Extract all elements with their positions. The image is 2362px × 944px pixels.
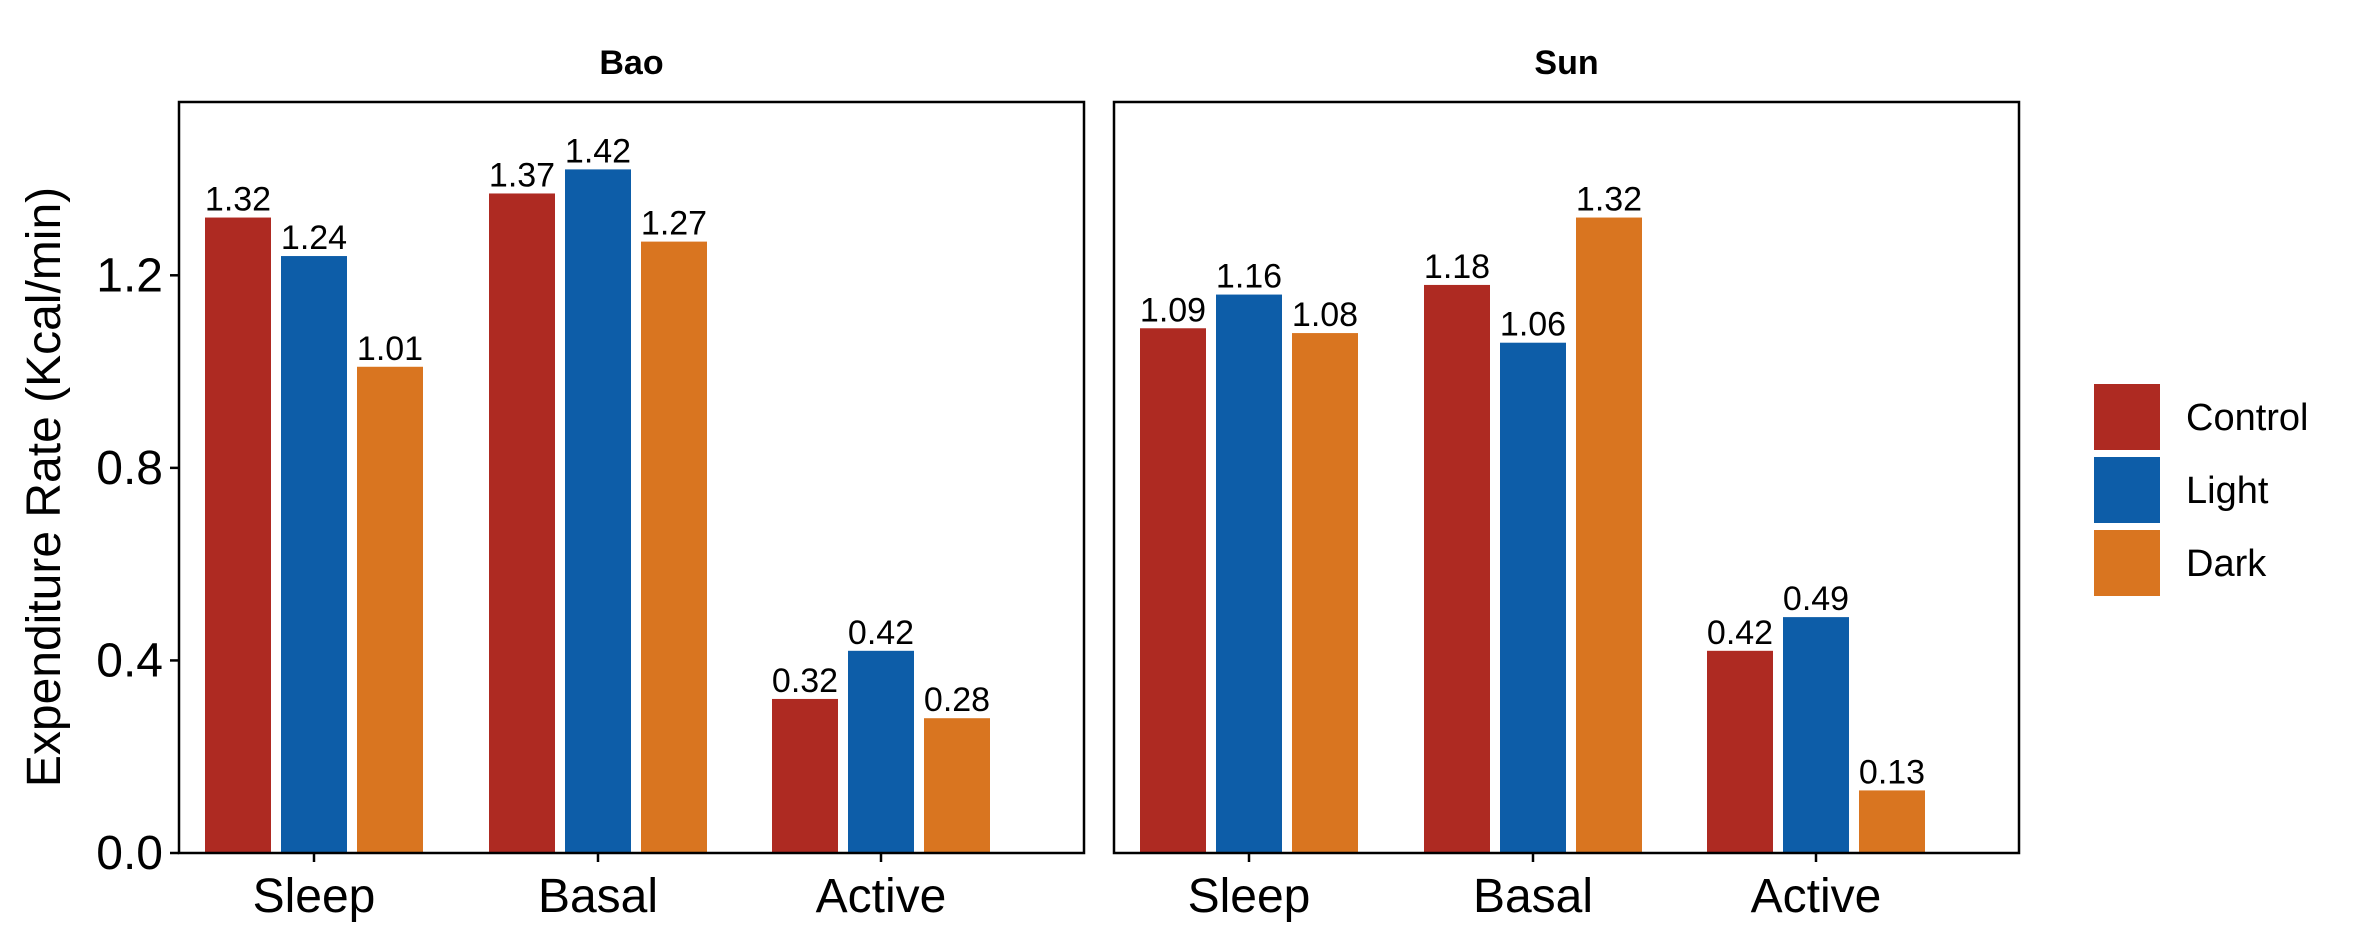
x-tick-label: Sleep (1188, 870, 1311, 923)
legend: Control Light Dark (2094, 384, 2309, 596)
legend-label: Dark (2186, 543, 2267, 585)
bar-light-basal (565, 169, 631, 853)
bar-light-basal (1500, 342, 1566, 853)
bar-control-sleep (205, 217, 271, 854)
bar-light-active (1783, 617, 1849, 853)
bar-control-sleep (1140, 328, 1206, 853)
x-tick-label: Sleep (253, 870, 376, 923)
data-label: 1.32 (1576, 181, 1642, 219)
data-label: 0.42 (1707, 614, 1773, 652)
y-tick-label: 0.0 (96, 827, 163, 880)
y-tick-label: 0.4 (96, 634, 163, 687)
panel-border (1112, 100, 2021, 855)
bar-dark-active (924, 718, 990, 853)
data-label: 1.18 (1424, 248, 1490, 286)
data-label: 1.08 (1292, 296, 1358, 334)
data-label: 1.42 (565, 132, 631, 170)
y-tick-label: 0.8 (96, 442, 163, 495)
x-tick-label: Basal (1473, 870, 1593, 923)
x-tick-label: Basal (538, 870, 658, 923)
data-label: 1.01 (357, 330, 423, 368)
data-label: 1.37 (489, 156, 555, 194)
legend-swatch (2094, 530, 2160, 596)
panel-title: Sun (1534, 44, 1598, 82)
data-label: 1.24 (281, 219, 347, 257)
legend-item-control: Control (2094, 384, 2309, 450)
y-axis-title: Expenditure Rate (Kcal/min) (18, 187, 71, 787)
legend-item-light: Light (2094, 457, 2269, 523)
legend-item-dark: Dark (2094, 530, 2267, 596)
x-tick-label: Active (1751, 870, 1882, 923)
data-label: 1.16 (1216, 258, 1282, 296)
data-label: 0.42 (848, 614, 914, 652)
y-axis: 0.0 0.4 0.8 1.2 (96, 249, 179, 880)
data-label: 1.06 (1500, 306, 1566, 344)
x-tick-label: Active (816, 870, 947, 923)
panel-bao: Bao 1.32 1.24 1.01 Sleep 1.37 1.42 1.27 Basal 0.3… (177, 44, 1086, 923)
legend-swatch (2094, 384, 2160, 450)
panel-sun: Sun 1.09 1.16 1.08 Sleep 1.18 1.06 1.32 Basal 0.4… (1112, 44, 2021, 923)
bar-control-active (1707, 650, 1773, 853)
legend-swatch (2094, 457, 2160, 523)
bar-light-sleep (281, 256, 347, 853)
chart-panels: Bao 1.32 1.24 1.01 Sleep 1.37 1.42 1.27 Basal 0.3… (96, 44, 2021, 923)
data-label: 1.32 (205, 181, 271, 219)
data-label: 1.27 (641, 205, 707, 243)
bar-light-sleep (1216, 294, 1282, 854)
bar-dark-basal (641, 241, 707, 853)
bar-dark-active (1859, 790, 1925, 853)
panel-border (177, 100, 1086, 855)
data-label: 1.09 (1140, 291, 1206, 329)
data-label: 0.13 (1859, 753, 1925, 791)
bar-control-basal (489, 193, 555, 853)
data-label: 0.32 (772, 662, 838, 700)
y-tick-label: 1.2 (96, 249, 163, 302)
bar-light-active (848, 650, 914, 853)
data-label: 0.28 (924, 681, 990, 719)
bar-dark-sleep (1292, 333, 1358, 854)
panel-title: Bao (599, 44, 663, 82)
legend-label: Control (2186, 397, 2309, 439)
bar-control-basal (1424, 284, 1490, 853)
bar-dark-basal (1576, 217, 1642, 854)
legend-label: Light (2186, 470, 2269, 512)
data-label: 0.49 (1783, 580, 1849, 618)
bar-control-active (772, 698, 838, 853)
bar-dark-sleep (357, 366, 423, 853)
